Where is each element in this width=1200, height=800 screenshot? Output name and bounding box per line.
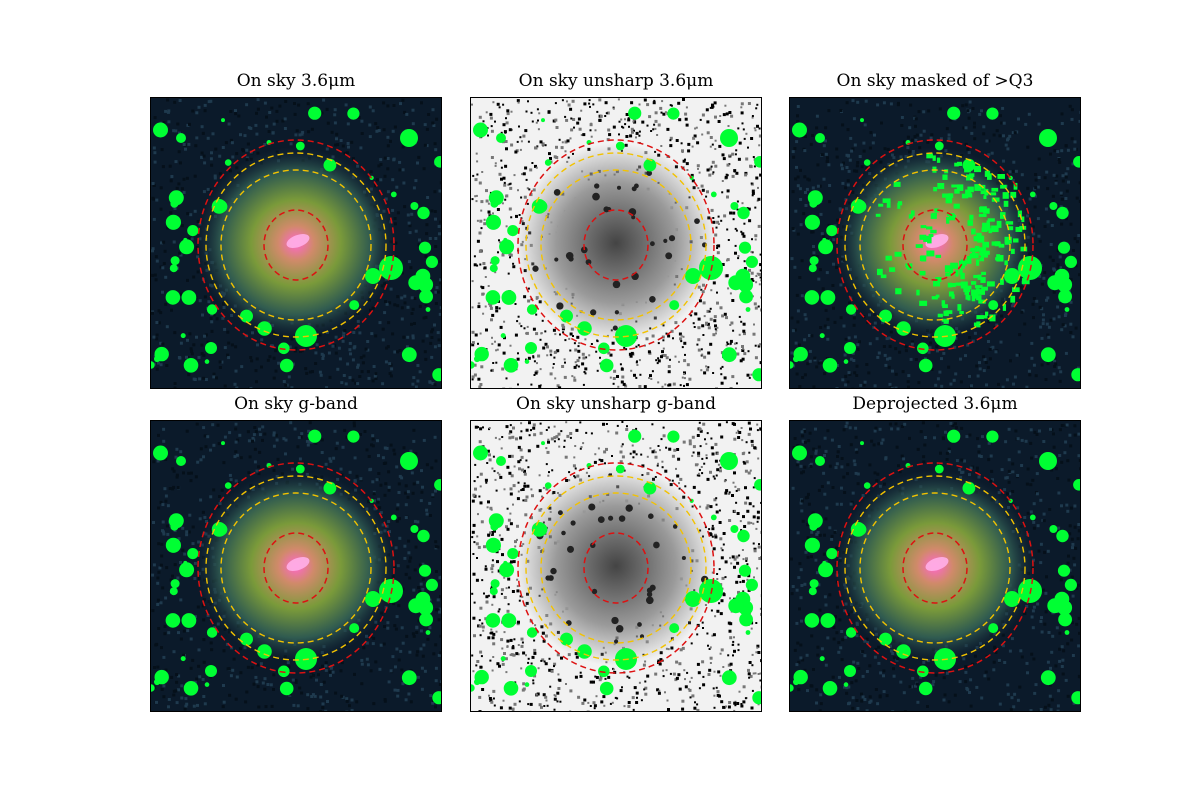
galaxy-image bbox=[150, 97, 442, 389]
galaxy-image bbox=[789, 420, 1081, 712]
panel-title: On sky masked of >Q3 bbox=[836, 71, 1034, 91]
panel-title: On sky unsharp g-band bbox=[516, 394, 716, 414]
unsharp-image bbox=[470, 97, 762, 389]
masked-image bbox=[789, 97, 1081, 389]
panel-title: On sky unsharp 3.6μm bbox=[518, 71, 714, 91]
panel-title: On sky g-band bbox=[234, 394, 358, 414]
galaxy-image bbox=[150, 420, 442, 712]
panel-title: Deprojected 3.6μm bbox=[852, 394, 1018, 414]
unsharp-image bbox=[470, 420, 762, 712]
panel-title: On sky 3.6μm bbox=[236, 71, 356, 91]
